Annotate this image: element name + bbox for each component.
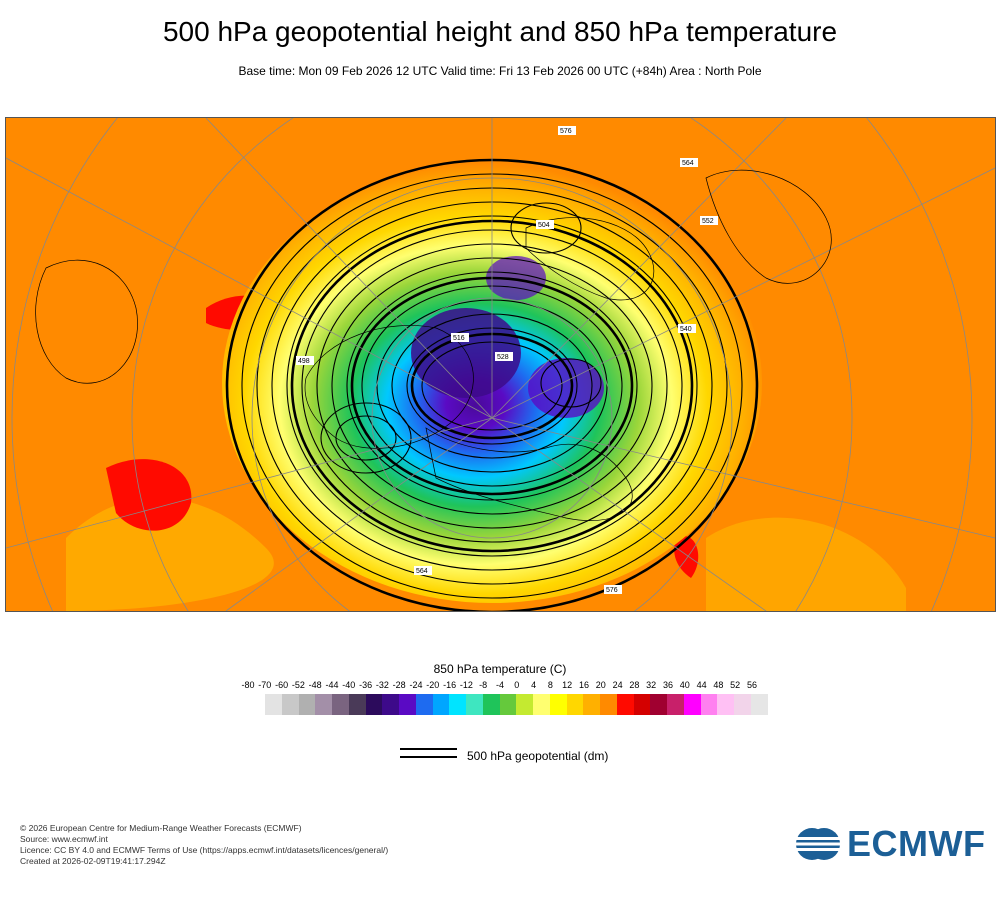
- contour-label-576-south: 576: [606, 587, 618, 594]
- colorbar-labels: -80 -70 -60 -52 -48 -44 -40 -36 -32 -28 -24 -20 -16-…: [0, 680, 1000, 692]
- colorbar-tick-label: -36: [359, 680, 373, 690]
- contour-label-576: 576: [560, 128, 572, 135]
- contour-label-564-south: 564: [416, 568, 428, 575]
- colorbar-tick-label: 48: [713, 680, 724, 690]
- footer-licence: Licence: CC BY 4.0 and ECMWF Terms of Us…: [20, 845, 389, 855]
- colorbar-swatch: [449, 694, 466, 715]
- colorbar-tick-label: 12: [562, 680, 573, 690]
- colorbar-swatch: [734, 694, 751, 715]
- contour-label-528: 528: [497, 354, 509, 361]
- geopotential-line-sample: [400, 748, 457, 762]
- ecmwf-logo[interactable]: ECMWF: [795, 823, 986, 864]
- colorbar-swatch: [432, 694, 450, 715]
- colorbar-tick-label: -8: [479, 680, 488, 690]
- colorbar-swatch: [633, 694, 651, 715]
- colorbar-tick-label: -28: [392, 680, 406, 690]
- colorbar-tick-label: 52: [730, 680, 741, 690]
- colorbar-swatch: [533, 694, 550, 715]
- colorbar-tick-label: 0: [514, 680, 520, 690]
- colorbar-tick-label: -12: [459, 680, 473, 690]
- colorbar-swatch: [265, 694, 282, 715]
- colorbar-swatch: [600, 694, 617, 715]
- colorbar-tick-label: 56: [746, 680, 758, 690]
- colorbar-tick-label: 44: [696, 680, 707, 690]
- colorbar-tick-label: -16: [443, 680, 457, 690]
- colorbar-swatch: [700, 694, 718, 715]
- cold-core-2: [528, 358, 604, 418]
- colorbar-swatch: [365, 694, 383, 715]
- graticule: [6, 118, 995, 611]
- colorbar-tick-label: 24: [612, 680, 623, 690]
- colorbar-swatch: [482, 694, 500, 715]
- contour-label-504: 504: [538, 222, 550, 229]
- contour-label-498: 498: [298, 358, 310, 365]
- colorbar-tick-label: -70: [258, 680, 272, 690]
- colorbar-swatch: [382, 694, 399, 715]
- colorbar-tick-label: 16: [578, 680, 590, 690]
- colorbar-swatch: [616, 694, 634, 715]
- contour-label-552: 552: [702, 218, 714, 225]
- colorbar-tick-label: -80: [241, 680, 255, 690]
- colorbar-swatch: [399, 694, 416, 715]
- colorbar-swatch: [348, 694, 366, 715]
- colorbar-tick-label: 36: [662, 680, 674, 690]
- colorbar-tick-label: -52: [291, 680, 305, 690]
- geopotential-legend-label: 500 hPa geopotential (dm): [467, 749, 609, 763]
- colorbar-swatch: [650, 694, 667, 715]
- colorbar-tick-label: -44: [325, 680, 339, 690]
- chart-title: 500 hPa geopotential height and 850 hPa …: [162, 16, 838, 47]
- colorbar-swatch: [415, 694, 433, 715]
- colorbar-swatch: [466, 694, 483, 715]
- colorbar-swatch: [499, 694, 517, 715]
- colorbar-swatch: [281, 694, 299, 715]
- colorbar-title: 850 hPa temperature (C): [433, 662, 567, 676]
- hot-patch-southwest: [106, 459, 192, 531]
- contour-label-516: 516: [453, 335, 465, 342]
- colorbar-tick-label: -48: [308, 680, 322, 690]
- footer-source: Source: www.ecmwf.int: [20, 834, 108, 844]
- colorbar-tick-label: 4: [531, 680, 537, 690]
- footer-created: Created at 2026-02-09T19:41:17.294Z: [20, 856, 166, 866]
- colorbar-tick-label: -24: [409, 680, 423, 690]
- contour-label-540: 540: [680, 326, 692, 333]
- colorbar-tick-label: 20: [595, 680, 606, 690]
- colorbar-swatch: [683, 694, 701, 715]
- cold-core-3: [486, 256, 546, 300]
- map-svg: 576 564 552 540 528 516 504 498 576 564: [6, 118, 995, 611]
- colorbar-swatch: [315, 694, 332, 715]
- warm-band-southeast: [706, 517, 906, 611]
- north-pole-map[interactable]: 576 564 552 540 528 516 504 498 576 564: [5, 117, 996, 612]
- colorbar-swatch: [298, 694, 316, 715]
- colorbar-tick-label: 32: [646, 680, 657, 690]
- colorbar-swatch: [566, 694, 584, 715]
- colorbar-swatch: [750, 694, 768, 715]
- ecmwf-logo-text: ECMWF: [847, 823, 986, 864]
- colorbar-tick-label: -40: [342, 680, 356, 690]
- warm-band-south: [66, 497, 274, 611]
- colorbar-tick-label: 8: [547, 680, 553, 690]
- ecmwf-logo-icon: [795, 828, 841, 860]
- colorbar-tick-label: -32: [375, 680, 389, 690]
- footer-copyright: © 2026 European Centre for Medium-Range …: [20, 823, 302, 833]
- colorbar-tick-label: 40: [679, 680, 690, 690]
- chart-subtitle: Base time: Mon 09 Feb 2026 12 UTC Valid …: [238, 64, 762, 78]
- colorbar-tick-label: -60: [275, 680, 289, 690]
- colorbar-swatch: [717, 694, 734, 715]
- colorbar-swatch: [667, 694, 684, 715]
- colorbar-swatch: [332, 694, 349, 715]
- colorbar-swatch: [516, 694, 533, 715]
- colorbar-swatch: [549, 694, 567, 715]
- colorbar-tick-label: 28: [629, 680, 640, 690]
- cold-core-1: [411, 308, 521, 398]
- colorbar-tick-label: -4: [495, 680, 505, 690]
- coastlines: [35, 169, 832, 521]
- colorbar-swatch: [583, 694, 600, 715]
- footer: © 2026 European Centre for Medium-Range …: [20, 823, 388, 867]
- colorbar: [265, 694, 768, 715]
- contour-label-564: 564: [682, 160, 694, 167]
- colorbar-tick-label: -20: [426, 680, 440, 690]
- contour-labels: 576 564 552 540 528 516 504 498 576 564: [296, 126, 718, 594]
